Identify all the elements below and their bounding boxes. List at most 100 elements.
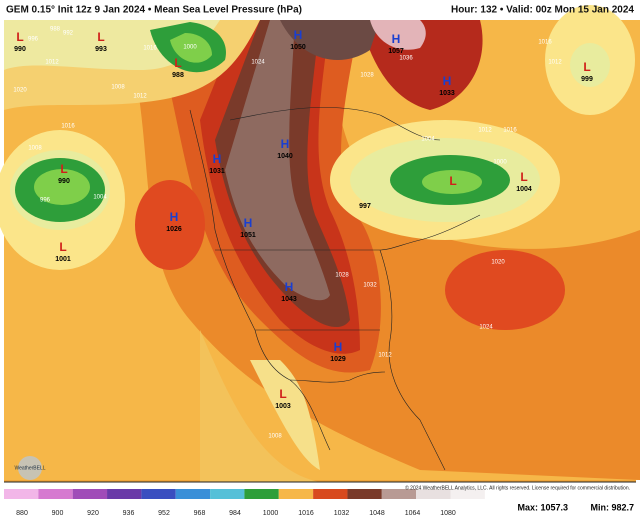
colorbar-swatch [107,489,142,499]
center-value: 1001 [55,256,71,263]
isobar-label: 1024 [479,325,493,331]
center-value: 1040 [277,153,293,160]
colorbar-tick: 920 [87,510,99,517]
isobar-label: 1020 [491,260,505,266]
min-value: Min: 982.7 [590,502,634,512]
isobar-label: 1012 [478,128,492,134]
center-value: 988 [172,72,184,79]
isobar-label: 1004 [421,137,435,143]
isobar-label: 992 [63,31,74,37]
colorbar-tick: 984 [229,510,241,517]
colorbar-tick: 936 [123,510,135,517]
colorbar-tick: 952 [158,510,170,517]
isobar-label: 1012 [133,94,147,100]
center-symbol: L [16,30,23,44]
center-symbol: L [520,170,527,184]
center-symbol: H [443,74,452,88]
colorbar-tick: 1000 [263,510,279,517]
colorbar-swatch [416,489,451,499]
colorbar-swatch [141,489,176,499]
isobar-label: 1036 [399,56,413,62]
colorbar-swatch [313,489,348,499]
boundaries [189,107,481,471]
center-value: 1004 [516,186,532,193]
isobar-label: 1000 [493,160,507,166]
colorbar-swatch [278,489,314,499]
isobar-label: 996 [28,37,39,43]
colorbar-tick: 968 [194,510,206,517]
center-symbol: H [285,280,294,294]
isobar-label: 1024 [251,60,265,66]
colorbar-tick: 1032 [334,510,350,517]
pressure-field [0,5,640,482]
colorbar-swatch [210,489,245,499]
center-value: 1033 [439,90,455,97]
center-value: 1043 [281,296,297,303]
isobar-label: 1004 [93,195,107,201]
center-value: 999 [581,76,593,83]
header-valid: Hour: 132 • Valid: 00z Mon 15 Jan 2024 [451,5,634,16]
center-value: 990 [14,46,26,53]
isobar-label: 1028 [335,273,349,279]
center-symbol: L [59,240,66,254]
isobar-label: 1008 [28,146,42,152]
colorbar-tick: 1064 [405,510,421,517]
colorbar-tick: 1080 [440,510,456,517]
colorbar-swatch [72,489,108,499]
center-symbol: H [392,32,401,46]
isobar-label: 1016 [143,46,157,52]
isobar-label: 1000 [183,45,197,51]
colorbar-swatch [450,489,485,499]
header-title: GEM 0.15° Init 12z 9 Jan 2024 • Mean Sea… [6,5,302,16]
center-symbol: L [449,174,456,188]
isobar-label: 1032 [363,283,377,289]
center-value: 993 [95,46,107,53]
center-value: 1050 [290,44,306,51]
isobar-label: 1016 [503,128,517,134]
center-value: 1051 [240,232,256,239]
center-symbol: L [583,60,590,74]
colorbar-swatch [244,489,279,499]
colorbar-swatch [38,489,73,499]
colorbar-swatch [4,489,39,499]
center-symbol: H [294,28,303,42]
center-symbol: H [244,216,253,230]
center-value: 1031 [209,168,225,175]
logo: WeatherBELL [14,465,45,471]
center-value: 1003 [275,403,291,410]
center-value: 997 [359,203,371,210]
center-symbol: L [279,387,286,401]
center-value: 1057 [388,48,404,55]
center-value: 1026 [166,226,182,233]
isobar-label: 1016 [61,124,75,130]
colorbar-tick: 880 [16,510,28,517]
isobar-label: 1016 [538,40,552,46]
isobar-label: 1012 [378,353,392,359]
max-value: Max: 1057.3 [517,502,568,512]
colorbar-tick: 900 [52,510,64,517]
colorbar-swatch [175,489,211,499]
isobar-label: 996 [40,198,51,204]
isobar-label: 988 [50,27,61,33]
center-value: 1029 [330,356,346,363]
center-symbol: H [170,210,179,224]
copyright: © 2024 WeatherBELL Analytics, LLC. All r… [405,484,630,491]
logo-badge [18,456,42,480]
colorbar-swatch [347,489,382,499]
center-value: 990 [58,178,70,185]
isobar-label: 1012 [45,60,59,66]
colorbar-swatch [381,489,417,499]
center-symbol: H [213,152,222,166]
isobar-label: 1012 [548,60,562,66]
center-symbol: H [334,340,343,354]
center-symbol: H [281,137,290,151]
isobar-label: 1008 [268,434,282,440]
colorbar-tick: 1048 [369,510,385,517]
center-symbol: L [60,162,67,176]
isobar-label: 1020 [13,88,27,94]
center-symbol: L [174,56,181,70]
isobar-label: 1028 [360,73,374,79]
colorbar-tick: 1016 [298,510,314,517]
